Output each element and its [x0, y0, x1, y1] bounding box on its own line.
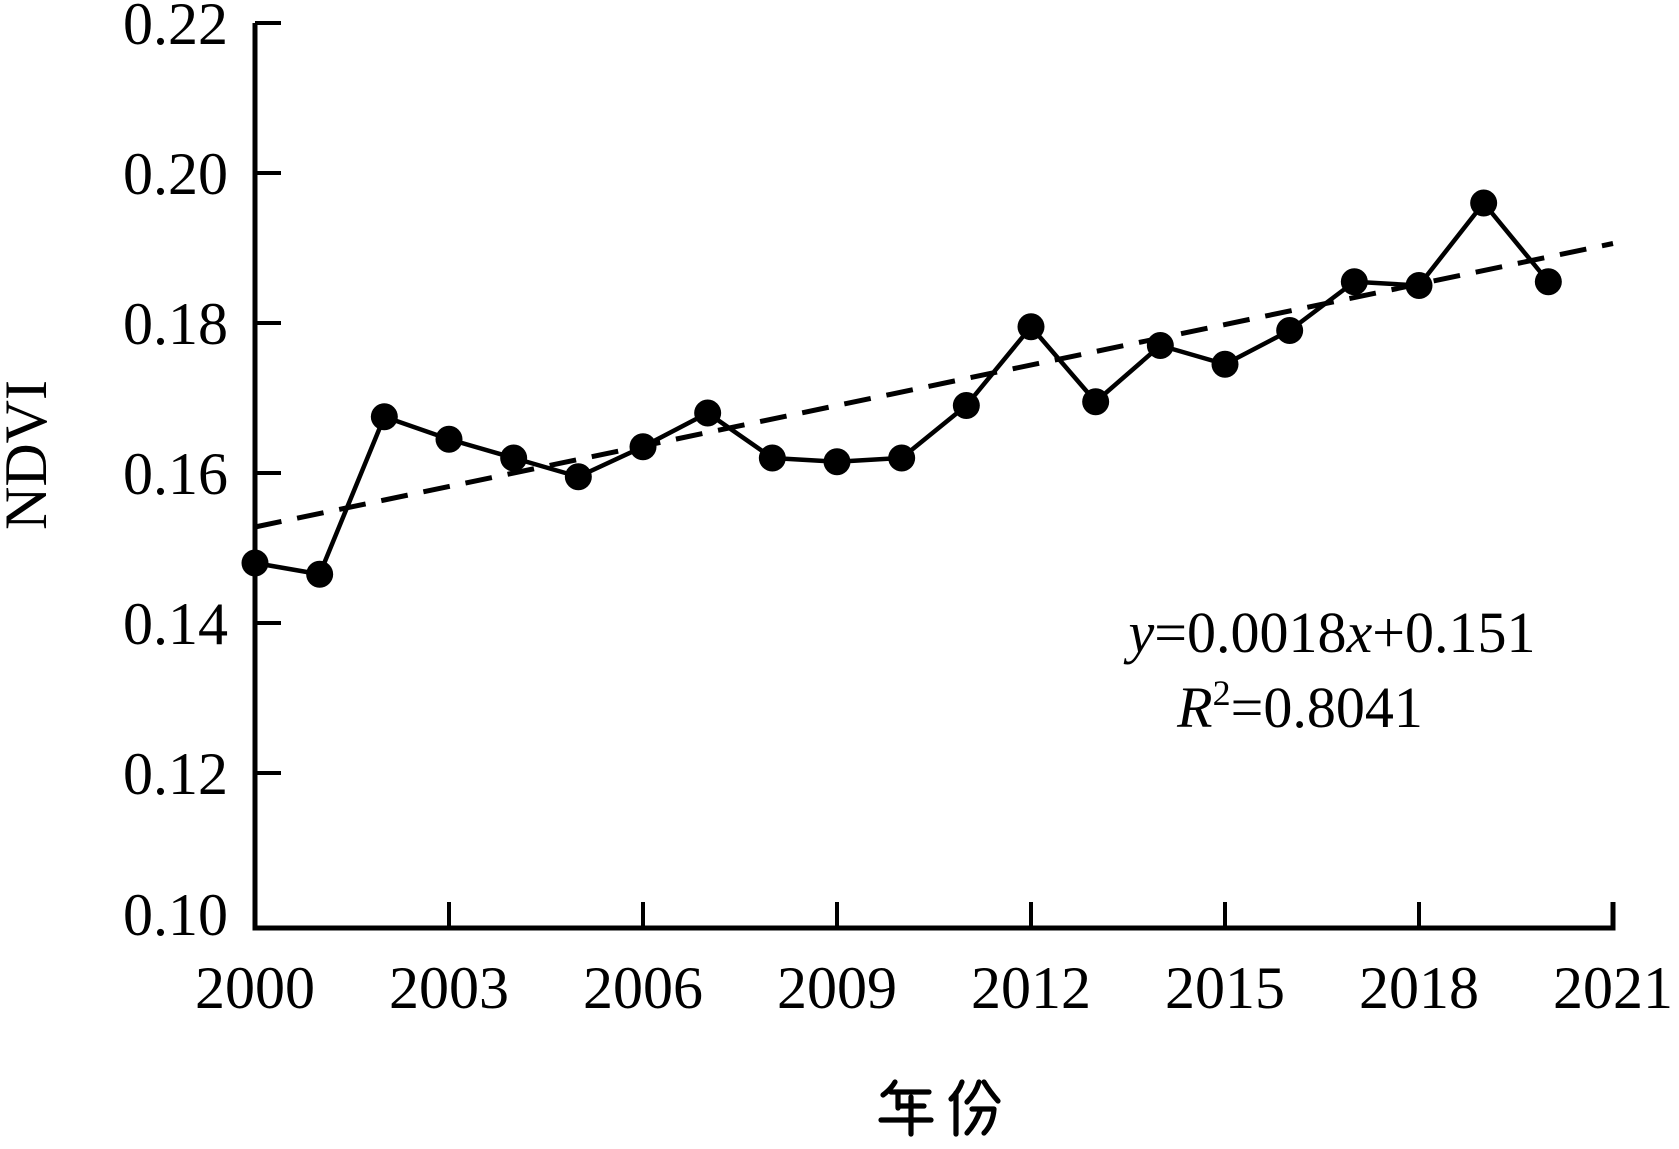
- data-point-2009: [823, 448, 851, 476]
- y-tick-label: 0.14: [123, 591, 228, 657]
- data-point-2015: [1211, 350, 1239, 378]
- axes-layer: [252, 23, 1616, 931]
- equation-line: y=0.0018x+0.151: [1124, 600, 1536, 665]
- y-tick-label: 0.18: [123, 291, 228, 357]
- x-tick-layer: [447, 902, 1421, 928]
- data-point-2007: [694, 399, 722, 427]
- data-point-2001: [306, 560, 334, 588]
- x-axis-title: [878, 1079, 1001, 1137]
- data-series-layer: [241, 189, 1562, 588]
- y-tick-layer: [255, 21, 281, 775]
- x-tick-label: 2021: [1553, 955, 1673, 1021]
- data-point-2011: [952, 392, 980, 419]
- trendline-layer: [254, 241, 1614, 530]
- data-point-2005: [564, 463, 592, 491]
- y-tick-label: 0.10: [123, 882, 228, 948]
- x-tick-label: 2012: [971, 955, 1091, 1021]
- x-tick-label: 2018: [1359, 955, 1479, 1021]
- y-tick-label: 0.20: [123, 141, 228, 207]
- trend-line: [254, 241, 1614, 530]
- data-point-2017: [1340, 268, 1368, 296]
- char-nian: [878, 1079, 934, 1137]
- y-tick-label: 0.12: [123, 741, 228, 807]
- data-point-2003: [435, 425, 463, 453]
- data-point-2014: [1146, 332, 1174, 359]
- axis-title-layer: NDVI: [0, 380, 1001, 1137]
- annotation-layer: y=0.0018x+0.151 R2=0.8041: [1124, 600, 1536, 740]
- data-point-2020: [1534, 268, 1562, 296]
- char-fen: [948, 1079, 1001, 1137]
- data-point-2018: [1405, 272, 1433, 299]
- x-tick-label-layer: 2000 2003 2006 2009 2012 2015 2018 2021: [195, 955, 1673, 1021]
- x-tick-label: 2009: [777, 955, 897, 1021]
- data-point-2008: [758, 444, 786, 472]
- x-tick-label: 2003: [389, 955, 509, 1021]
- y-tick-label-layer: 0.22 0.20 0.18 0.16 0.14 0.12 0.10: [123, 0, 228, 948]
- data-point-2000: [241, 549, 269, 577]
- data-point-2013: [1082, 388, 1110, 416]
- data-point-2012: [1017, 313, 1045, 341]
- x-tick-label: 2006: [583, 955, 703, 1021]
- data-point-2004: [500, 444, 528, 472]
- y-axis-title: NDVI: [0, 380, 59, 530]
- data-point-2010: [888, 444, 916, 472]
- x-tick-label: 2000: [195, 955, 315, 1021]
- data-point-2002: [370, 403, 398, 431]
- y-tick-label: 0.16: [123, 441, 228, 507]
- axes-frame: [252, 23, 1616, 931]
- series-line: [254, 200, 1551, 577]
- data-point-2006: [629, 433, 657, 461]
- data-point-2019: [1470, 189, 1498, 217]
- x-tick-label: 2015: [1165, 955, 1285, 1021]
- y-tick-label: 0.22: [123, 0, 228, 57]
- r-squared-line: R2=0.8041: [1176, 673, 1423, 740]
- data-point-2016: [1276, 317, 1304, 344]
